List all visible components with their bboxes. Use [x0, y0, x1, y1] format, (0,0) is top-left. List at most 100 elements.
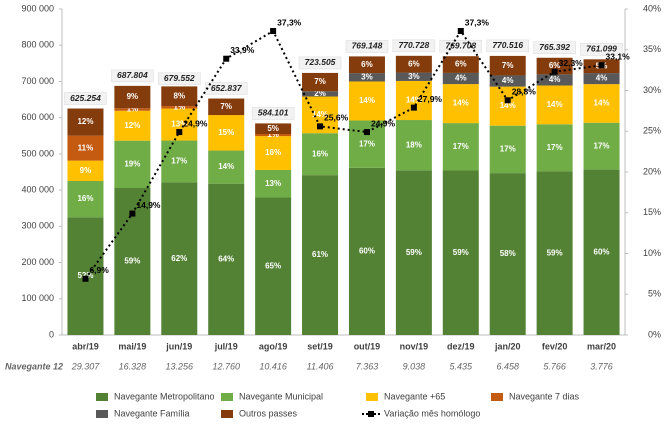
share-label: 7%	[502, 61, 514, 70]
row-value: 12.760	[212, 361, 240, 371]
line	[84, 29, 602, 280]
x-tick-label: ago/19	[259, 341, 288, 351]
share-label: 18%	[406, 140, 422, 149]
total-box	[533, 41, 576, 55]
total-box	[298, 56, 342, 70]
total-label: 652.837	[211, 83, 243, 93]
row-value: 5.435	[450, 361, 474, 371]
bar-segment	[255, 136, 292, 170]
row-value: 11.406	[307, 361, 334, 371]
share-label: 59%	[453, 248, 469, 257]
share-label: 11%	[78, 143, 94, 152]
share-label: 4%	[455, 74, 467, 83]
bar-segment	[583, 169, 620, 335]
y-tick-label: 600 000	[21, 112, 54, 122]
share-label: 9%	[127, 92, 139, 101]
share-label: 6%	[455, 60, 467, 69]
bar-segment	[442, 170, 479, 335]
bar-segment	[114, 108, 151, 111]
bar-segment	[442, 123, 479, 171]
line-marker	[270, 28, 277, 35]
bar-segment	[442, 56, 479, 73]
legend-swatch	[221, 393, 233, 401]
share-label: 13%	[265, 179, 281, 188]
bar-segment	[536, 124, 573, 172]
bar-segment	[67, 180, 104, 218]
y-tick-label: 200 000	[21, 257, 54, 267]
bar-segment	[348, 56, 385, 74]
legend-label: Navegante Municipal	[239, 391, 323, 401]
legend-label: Navegante 7 dias	[509, 391, 580, 401]
x-tick-label: abr/19	[72, 341, 99, 351]
bar-segment	[583, 122, 620, 170]
bar-segment	[114, 110, 151, 141]
bar-segment	[161, 86, 198, 107]
share-label: 16%	[265, 148, 281, 157]
share-label: 6%	[549, 61, 561, 70]
share-label: 12%	[124, 121, 140, 130]
bar-segment	[536, 74, 573, 86]
legend-label: Navegante Metropolitano	[114, 391, 215, 401]
line-label: 33,9%	[230, 45, 255, 55]
total-box	[580, 43, 623, 56]
share-label: 4%	[596, 74, 608, 83]
y2-tick-label: 20%	[643, 166, 661, 176]
bar-segment	[348, 81, 385, 121]
total-label: 679.552	[164, 73, 195, 83]
y2-tick-label: 0%	[648, 329, 661, 339]
share-label: 14%	[500, 101, 516, 110]
y-tick-label: 400 000	[21, 184, 54, 194]
share-label: 60%	[359, 247, 375, 256]
x-tick-label: jun/19	[165, 341, 192, 351]
bar-segment	[255, 197, 292, 335]
line-label: 24,9%	[183, 118, 208, 128]
bar-segment	[161, 106, 198, 109]
total-box	[345, 40, 389, 53]
line-marker	[129, 210, 136, 217]
share-label: 64%	[218, 254, 234, 263]
line-marker	[176, 129, 183, 136]
total-label: 769.708	[445, 40, 476, 50]
legend-swatch	[368, 411, 374, 417]
bar-segment	[255, 123, 292, 135]
bar-segment	[395, 120, 432, 171]
bar-segment	[442, 72, 479, 85]
line-marker	[551, 68, 558, 75]
legend-swatch	[96, 410, 108, 418]
share-label: 9%	[80, 166, 92, 175]
line-label: 14,9%	[136, 200, 161, 210]
share-label: 6%	[408, 59, 420, 68]
total-label: 769.148	[352, 41, 383, 51]
bar-segment	[489, 55, 526, 76]
line-label: 24,9%	[371, 118, 396, 128]
share-label: 8%	[174, 91, 186, 100]
bar-segment	[161, 182, 198, 335]
share-label: 1%	[127, 105, 139, 114]
bar-segment	[114, 140, 151, 189]
bar-segment	[208, 98, 245, 116]
legend-label: Variação mês homólogo	[384, 408, 480, 418]
bar-segment	[489, 86, 526, 126]
bar-segment	[395, 72, 432, 81]
share-label: 3%	[408, 72, 420, 81]
x-tick-label: fev/20	[542, 341, 568, 351]
share-label: 14%	[453, 99, 469, 108]
x-tick-label: set/19	[307, 341, 333, 351]
total-box	[158, 72, 201, 86]
y-tick-label: 800 000	[21, 40, 54, 50]
total-box	[64, 92, 107, 105]
row-value: 3.776	[590, 361, 613, 371]
bar-segment	[583, 84, 620, 123]
share-label: 17%	[359, 139, 375, 148]
share-label: 3%	[361, 72, 373, 81]
y2-tick-label: 5%	[648, 289, 661, 299]
share-label: 15%	[218, 128, 234, 137]
x-tick-label: nov/19	[400, 341, 429, 351]
line-label: 32,3%	[559, 58, 584, 68]
row-value: 10.416	[259, 361, 287, 371]
line-marker	[82, 275, 89, 282]
legend-label: Navegante +65	[384, 391, 445, 401]
total-box	[251, 107, 295, 120]
bar-segment	[489, 173, 526, 335]
